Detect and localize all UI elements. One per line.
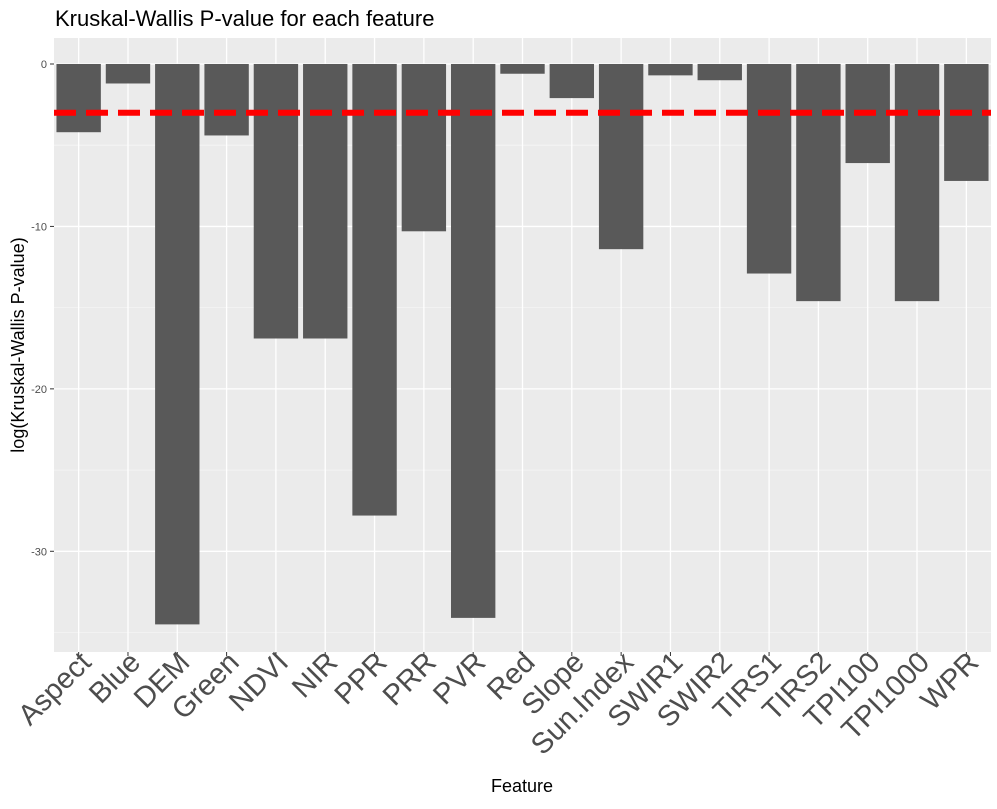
bar-sun-index [598,63,644,250]
bar-green [204,63,249,136]
bar-wpr [944,63,989,181]
x-tick-label: WPR [915,646,985,716]
bar-blue [105,63,151,84]
bar-ppr [352,63,397,516]
x-tick-label: PPR [329,646,394,711]
bar-prr [401,63,447,232]
bar-slope [549,63,595,99]
bar-red [500,63,545,74]
y-axis: 0 -10 -20 -30 [31,59,54,558]
bar-dem [155,63,200,625]
x-axis: AspectBlueDEMGreenNDVINIRPPRPRRPVRRedSlo… [12,646,985,761]
bar-swir2 [697,63,742,81]
bar-nir [303,63,348,339]
bar-ndvi [253,63,299,339]
y-tick-label: 0 [41,59,47,71]
x-tick-label: NDVI [223,646,295,718]
bar-swir1 [648,63,693,76]
bar-aspect [56,63,101,133]
bar-pvr [450,63,496,618]
bar-tirs2 [796,63,841,302]
y-tick-label: -10 [31,221,47,233]
x-axis-title: Feature [491,776,553,796]
x-tick-label: PRR [377,646,443,712]
bar-tirs1 [746,63,792,274]
chart-title: Kruskal-Wallis P-value for each feature [55,6,434,31]
y-tick-label: -20 [31,384,47,396]
bar-tpi1000 [894,63,940,302]
y-tick-label: -30 [31,546,47,558]
y-axis-title: log(Kruskal-Wallis P-value) [8,237,28,452]
x-tick-label: PVR [427,646,492,711]
